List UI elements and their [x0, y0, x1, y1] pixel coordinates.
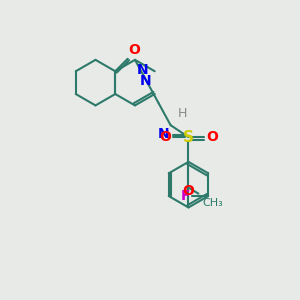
Text: F: F — [181, 189, 190, 203]
Text: N: N — [158, 127, 170, 141]
Text: N: N — [140, 74, 152, 88]
Text: CH₃: CH₃ — [202, 198, 223, 208]
Text: H: H — [178, 107, 187, 120]
Text: O: O — [129, 43, 141, 57]
Text: O: O — [182, 184, 194, 198]
Text: N: N — [137, 63, 148, 77]
Text: O: O — [159, 130, 171, 144]
Text: S: S — [183, 130, 194, 145]
Text: O: O — [206, 130, 218, 144]
